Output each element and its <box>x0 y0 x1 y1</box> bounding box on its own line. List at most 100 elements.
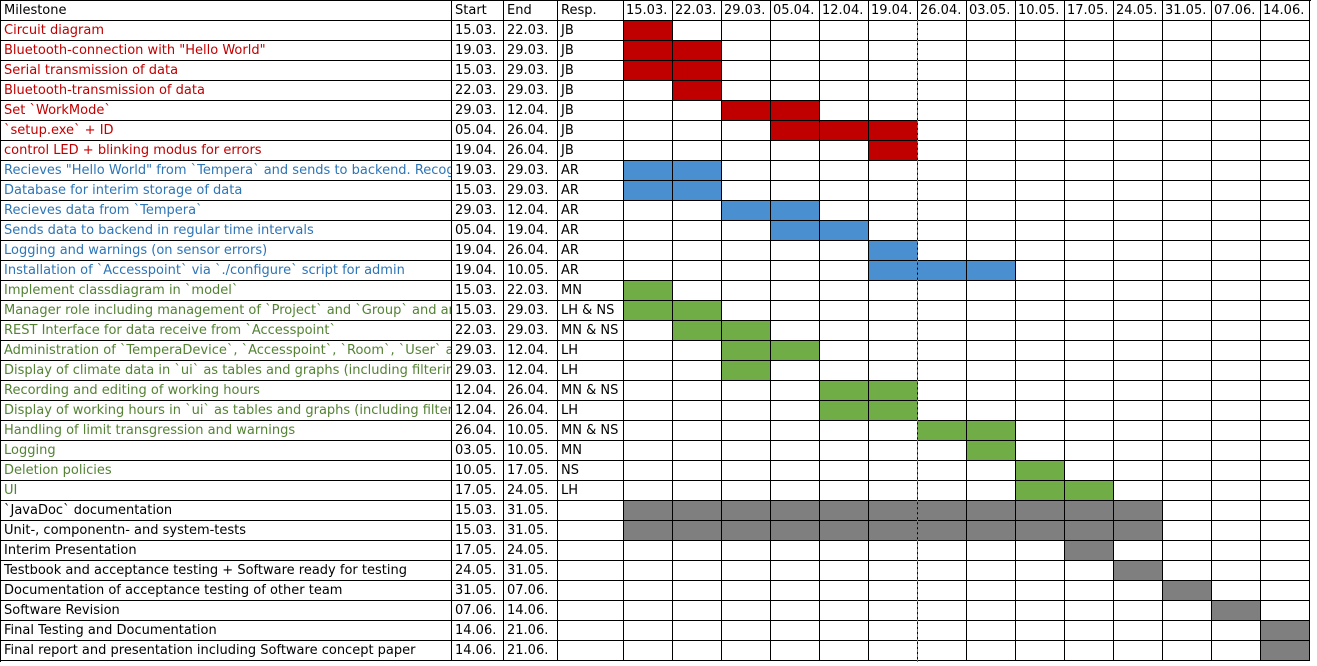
gantt-cell[interactable] <box>1163 61 1212 81</box>
end-cell[interactable]: 26.04. <box>504 241 558 261</box>
resp-cell[interactable]: AR <box>558 161 624 181</box>
gantt-bar-cell[interactable] <box>869 501 918 521</box>
gantt-cell[interactable] <box>918 381 967 401</box>
header-date[interactable]: 19.04. <box>869 1 918 21</box>
header-date[interactable]: 07.06. <box>1212 1 1261 21</box>
gantt-cell[interactable] <box>967 41 1016 61</box>
gantt-cell[interactable] <box>1016 401 1065 421</box>
gantt-cell[interactable] <box>1261 481 1310 501</box>
gantt-cell[interactable] <box>1212 181 1261 201</box>
gantt-cell[interactable] <box>1163 41 1212 61</box>
gantt-cell[interactable] <box>624 641 673 661</box>
gantt-cell[interactable] <box>1163 221 1212 241</box>
gantt-bar-cell[interactable] <box>624 61 673 81</box>
gantt-cell[interactable] <box>1212 541 1261 561</box>
gantt-cell[interactable] <box>771 581 820 601</box>
gantt-cell[interactable] <box>820 181 869 201</box>
gantt-cell[interactable] <box>722 581 771 601</box>
gantt-cell[interactable] <box>624 401 673 421</box>
gantt-bar-cell[interactable] <box>820 501 869 521</box>
header-date[interactable]: 31.05. <box>1163 1 1212 21</box>
gantt-cell[interactable] <box>771 181 820 201</box>
gantt-bar-cell[interactable] <box>771 501 820 521</box>
gantt-cell[interactable] <box>1261 341 1310 361</box>
gantt-bar-cell[interactable] <box>624 41 673 61</box>
gantt-cell[interactable] <box>869 541 918 561</box>
gantt-cell[interactable] <box>624 441 673 461</box>
gantt-cell[interactable] <box>1212 261 1261 281</box>
gantt-cell[interactable] <box>1212 421 1261 441</box>
start-cell[interactable]: 19.04. <box>452 141 504 161</box>
resp-cell[interactable]: JB <box>558 41 624 61</box>
gantt-cell[interactable] <box>1261 141 1310 161</box>
gantt-cell[interactable] <box>673 381 722 401</box>
end-cell[interactable]: 29.03. <box>504 61 558 81</box>
end-cell[interactable]: 10.05. <box>504 441 558 461</box>
start-cell[interactable]: 19.03. <box>452 41 504 61</box>
milestone-cell[interactable]: Implement classdiagram in `model` <box>1 281 452 301</box>
gantt-cell[interactable] <box>1212 521 1261 541</box>
gantt-bar-cell[interactable] <box>1065 541 1114 561</box>
gantt-cell[interactable] <box>1016 241 1065 261</box>
header-date[interactable]: 05.04. <box>771 1 820 21</box>
gantt-cell[interactable] <box>1212 141 1261 161</box>
end-cell[interactable]: 21.06. <box>504 641 558 661</box>
resp-cell[interactable]: NS <box>558 461 624 481</box>
resp-cell[interactable]: LH <box>558 341 624 361</box>
gantt-bar-cell[interactable] <box>673 301 722 321</box>
header-resp[interactable]: Resp. <box>558 1 624 21</box>
gantt-cell[interactable] <box>673 421 722 441</box>
gantt-cell[interactable] <box>1212 461 1261 481</box>
gantt-cell[interactable] <box>1261 201 1310 221</box>
header-end[interactable]: End <box>504 1 558 21</box>
gantt-bar-cell[interactable] <box>967 261 1016 281</box>
gantt-cell[interactable] <box>967 141 1016 161</box>
gantt-cell[interactable] <box>771 41 820 61</box>
end-cell[interactable]: 10.05. <box>504 261 558 281</box>
gantt-bar-cell[interactable] <box>722 201 771 221</box>
gantt-cell[interactable] <box>624 221 673 241</box>
end-cell[interactable]: 12.04. <box>504 201 558 221</box>
start-cell[interactable]: 22.03. <box>452 321 504 341</box>
gantt-cell[interactable] <box>1163 641 1212 661</box>
gantt-bar-cell[interactable] <box>624 301 673 321</box>
gantt-cell[interactable] <box>967 481 1016 501</box>
start-cell[interactable]: 15.03. <box>452 301 504 321</box>
gantt-cell[interactable] <box>820 601 869 621</box>
gantt-cell[interactable] <box>1016 541 1065 561</box>
gantt-cell[interactable] <box>673 101 722 121</box>
gantt-bar-cell[interactable] <box>771 341 820 361</box>
gantt-cell[interactable] <box>624 421 673 441</box>
gantt-cell[interactable] <box>820 441 869 461</box>
milestone-cell[interactable]: Database for interim storage of data <box>1 181 452 201</box>
gantt-bar-cell[interactable] <box>820 381 869 401</box>
gantt-cell[interactable] <box>771 61 820 81</box>
gantt-cell[interactable] <box>1163 341 1212 361</box>
gantt-cell[interactable] <box>771 441 820 461</box>
gantt-cell[interactable] <box>918 241 967 261</box>
header-date[interactable]: 03.05. <box>967 1 1016 21</box>
resp-cell[interactable]: JB <box>558 121 624 141</box>
gantt-cell[interactable] <box>918 221 967 241</box>
gantt-cell[interactable] <box>1261 121 1310 141</box>
resp-cell[interactable]: MN & NS <box>558 321 624 341</box>
gantt-cell[interactable] <box>1114 261 1163 281</box>
gantt-cell[interactable] <box>1163 161 1212 181</box>
gantt-cell[interactable] <box>1114 461 1163 481</box>
start-cell[interactable]: 15.03. <box>452 61 504 81</box>
gantt-cell[interactable] <box>673 341 722 361</box>
gantt-cell[interactable] <box>869 481 918 501</box>
gantt-cell[interactable] <box>722 61 771 81</box>
gantt-cell[interactable] <box>820 421 869 441</box>
gantt-cell[interactable] <box>722 81 771 101</box>
gantt-cell[interactable] <box>1016 221 1065 241</box>
gantt-cell[interactable] <box>1114 81 1163 101</box>
milestone-cell[interactable]: Testbook and acceptance testing + Softwa… <box>1 561 452 581</box>
gantt-cell[interactable] <box>820 341 869 361</box>
resp-cell[interactable]: AR <box>558 201 624 221</box>
gantt-cell[interactable] <box>1114 181 1163 201</box>
gantt-cell[interactable] <box>918 601 967 621</box>
gantt-bar-cell[interactable] <box>869 521 918 541</box>
header-date[interactable]: 26.04. <box>918 1 967 21</box>
resp-cell[interactable] <box>558 601 624 621</box>
